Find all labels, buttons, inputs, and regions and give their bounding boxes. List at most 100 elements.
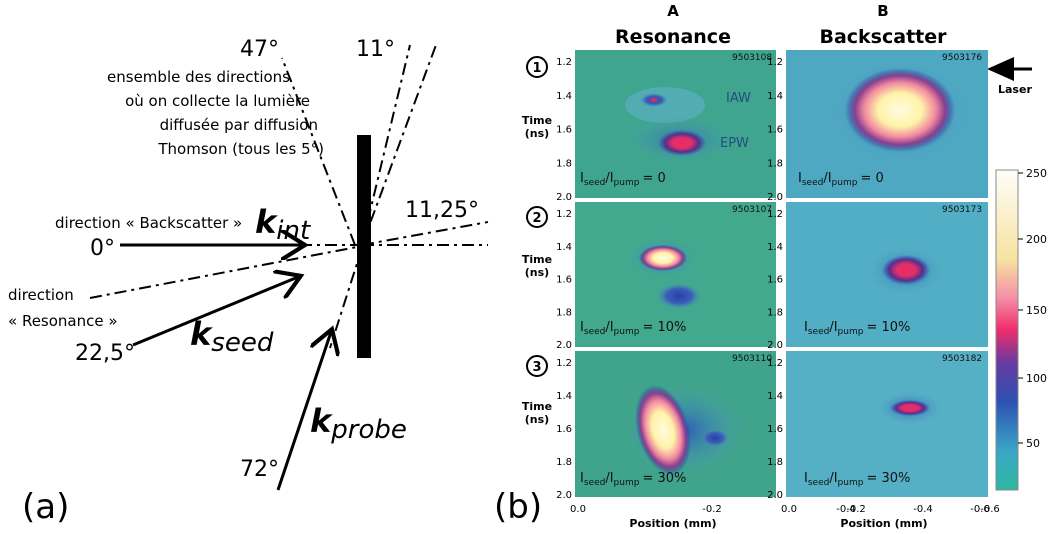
target-foil [357, 135, 371, 358]
y-tick-label: 1.8 [556, 158, 572, 169]
x-tick-label: -0.4 [836, 504, 856, 515]
y-tick-label: 1.4 [556, 91, 572, 102]
x-tick-label: -0.2 [846, 504, 866, 515]
seed-arrow [132, 277, 298, 347]
angle-22-5-label: 22,5° [75, 341, 135, 366]
y-tick-label: 2.0 [556, 340, 572, 351]
x-tick-labels: 0.0 -0.2 -0.4 -0.60.0 -0.2 -0.4 -0.6 [570, 504, 1000, 515]
k-seed-subscript: seed [211, 328, 274, 358]
time-label-row2: Time [522, 253, 552, 266]
y-tick-label: 1.4 [556, 391, 572, 402]
shot-id-1b: 9503176 [942, 53, 982, 63]
time-unit-row3: (ns) [525, 413, 549, 426]
y-tick-label: 1.8 [767, 307, 783, 318]
y-tick-label: 1.2 [556, 209, 572, 220]
y-tick-label: 2.0 [767, 340, 783, 351]
y-tick-label: 1.8 [767, 457, 783, 468]
x-tick-label: -0.2 [702, 504, 722, 515]
y-tick-label: 1.2 [556, 57, 572, 68]
y-tick-label: 1.2 [767, 358, 783, 369]
colorbar [995, 169, 1019, 491]
y-tick-label: 2.0 [767, 192, 783, 203]
y-tick-label: 1.6 [556, 125, 572, 136]
time-label-row1: Time [522, 114, 552, 127]
row-1-number: 1 [532, 61, 541, 76]
y-tick-label: 1.4 [767, 242, 783, 253]
shot-id-3b: 9503182 [942, 354, 982, 364]
ratio-label-1b: Iseed/Ipump = 0 [798, 171, 884, 188]
angle-0-label: 0° [90, 236, 115, 261]
y-tick-label: 1.2 [767, 209, 783, 220]
direction-resonance-label-1: direction [8, 286, 74, 304]
iaw-label: IAW [726, 91, 751, 106]
y-tick-label: 1.4 [767, 91, 783, 102]
image-3b [786, 351, 988, 497]
y-tick-label: 1.8 [556, 307, 572, 318]
k-probe-subscript: probe [330, 415, 407, 445]
note-line-3: diffusée par diffusion [160, 116, 318, 134]
ratio-label-3a: Iseed/Ipump = 30% [580, 471, 686, 488]
direction-resonance-label-2: « Resonance » [8, 312, 118, 330]
time-unit-row2: (ns) [525, 266, 549, 279]
ratio-label-3b: Iseed/Ipump = 30% [804, 471, 910, 488]
row-3-number: 3 [532, 360, 541, 375]
note-line-4: Thomson (tous les 5°) [157, 140, 324, 158]
row-3-marker [526, 355, 548, 377]
angle-72-label: 72° [240, 457, 279, 482]
row-1-marker [526, 56, 548, 78]
x-tick-label: -0.6 [980, 504, 1000, 515]
colorbar-tick-150: 150 [1026, 304, 1047, 317]
colorbar-tick-50: 50 [1026, 437, 1040, 450]
collection-note: ensemble des directions où on collecte l… [107, 68, 324, 158]
x-axis-label-b: Position (mm) [840, 517, 927, 530]
y-tick-label: 1.2 [556, 358, 572, 369]
note-line-2: où on collecte la lumière [125, 92, 310, 110]
col-a-letter: A [667, 2, 679, 20]
spots [625, 62, 968, 475]
angle-47-label: 47° [240, 37, 279, 62]
panel-a-diagram: 47° 11° 11,25° 0° 22,5° 72° ensemble des… [8, 37, 489, 527]
panel-b-figure: (b) A Resonance B Backscatter Laser [494, 2, 1047, 530]
y-tick-label: 2.0 [556, 192, 572, 203]
ratio-label-2b: Iseed/Ipump = 10% [804, 320, 910, 337]
shot-id-3a: 9503110 [732, 354, 772, 364]
collection-lines [89, 44, 489, 349]
colorbar-ticks: 250 200 150 100 50 [1018, 167, 1047, 450]
x-tick-label: -0.4 [913, 504, 933, 515]
k-int-subscript: int [276, 216, 311, 246]
time-unit-row1: (ns) [525, 127, 549, 140]
col-b-title: Backscatter [819, 26, 947, 48]
ratio-label-2a: Iseed/Ipump = 10% [580, 320, 686, 337]
time-label-row3: Time [522, 400, 552, 413]
k-int-symbol: kint [255, 203, 311, 246]
x-axis-label-a: Position (mm) [629, 517, 716, 530]
colorbar-tick-200: 200 [1026, 233, 1047, 246]
note-line-1: ensemble des directions [107, 68, 290, 86]
colorbar-tick-100: 100 [1026, 372, 1047, 385]
y-tick-label: 1.6 [767, 424, 783, 435]
x-tick-label: 0.0 [570, 504, 586, 515]
laser-label: Laser [998, 83, 1032, 96]
col-b-letter: B [877, 2, 888, 20]
y-tick-label: 1.4 [556, 242, 572, 253]
y-tick-label: 1.2 [767, 57, 783, 68]
k-seed-symbol: kseed [190, 315, 274, 358]
y-tick-label: 1.8 [767, 158, 783, 169]
y-tick-label: 1.6 [556, 275, 572, 286]
direction-backscatter-label: direction « Backscatter » [55, 214, 242, 232]
x-tick-label: -0.6 [970, 504, 990, 515]
y-tick-label: 1.4 [767, 391, 783, 402]
y-tick-label: 1.6 [556, 424, 572, 435]
row-2-marker [526, 206, 548, 228]
epw-label: EPW [720, 136, 749, 151]
angle-11-25-label: 11,25° [405, 198, 479, 223]
panel-b-label: (b) [494, 487, 542, 527]
angle-11-label: 11° [356, 37, 395, 62]
k-probe-symbol: kprobe [310, 402, 407, 445]
y-tick-label: 1.6 [767, 125, 783, 136]
ratio-label-1a: Iseed/Ipump = 0 [580, 171, 666, 188]
x-tick-label: 0.0 [781, 504, 797, 515]
shot-id-1a: 9503108 [732, 53, 772, 63]
panel-a-label: (a) [22, 487, 69, 527]
probe-arrow [276, 332, 331, 491]
